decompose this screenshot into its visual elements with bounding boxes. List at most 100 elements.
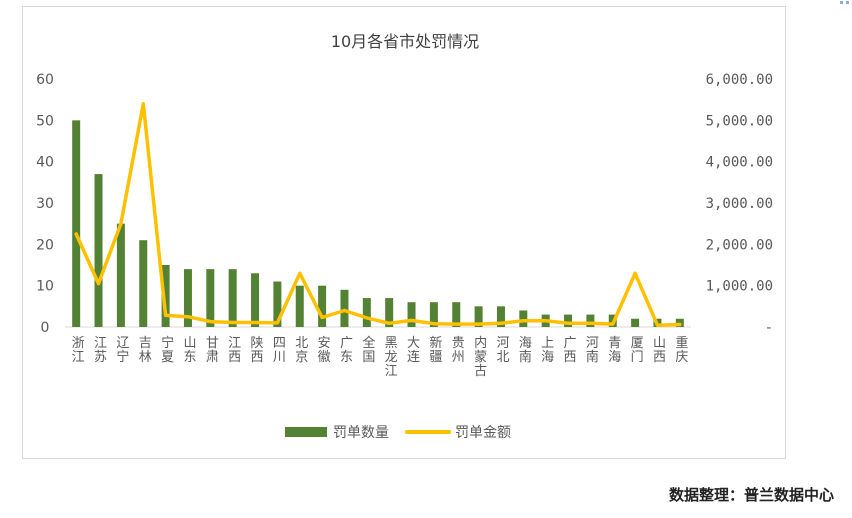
category-label: 浙江 <box>72 336 85 365</box>
line-point <box>74 232 78 236</box>
category-label: 内蒙古 <box>474 335 487 379</box>
category-label: 山西 <box>653 336 666 365</box>
bar <box>586 314 595 327</box>
category-label: 辽宁 <box>116 336 129 365</box>
category-label: 全国 <box>362 335 375 365</box>
right-tick-label: 1,000.00 <box>706 279 773 295</box>
bar <box>251 273 260 327</box>
bar <box>228 269 237 327</box>
line-path <box>74 102 682 328</box>
bar <box>318 285 327 327</box>
left-axis: 0 10 20 30 40 50 60 <box>36 72 54 336</box>
right-tick-label: 3,000.00 <box>706 196 773 212</box>
combo-chart: 10月各省市处罚情况 0 10 20 30 40 50 60 - 1,000.00 2,000.… <box>36 32 773 441</box>
line-series <box>74 102 682 328</box>
line-point <box>365 316 369 320</box>
bar <box>161 265 170 327</box>
legend: 罚单数量 罚单金额 <box>285 425 511 441</box>
bar <box>206 269 215 327</box>
line-point <box>678 323 682 327</box>
line-point <box>342 308 346 312</box>
category-label: 广西 <box>564 336 577 365</box>
right-tick-label: 4,000.00 <box>706 155 773 171</box>
category-label: 大连 <box>407 336 420 365</box>
line-point <box>275 321 279 325</box>
category-label: 江苏 <box>94 336 107 365</box>
category-label: 黑龙江 <box>385 336 398 379</box>
category-label: 上海 <box>541 336 554 365</box>
category-label: 海南 <box>519 336 532 365</box>
line-point <box>477 322 481 326</box>
line-point <box>432 322 436 326</box>
line-point <box>253 320 257 324</box>
line-point <box>410 318 414 322</box>
line-point <box>141 102 145 106</box>
bar <box>564 314 573 327</box>
category-label: 宁夏 <box>161 335 174 365</box>
category-label: 广东 <box>340 336 353 365</box>
category-label: 重庆 <box>675 335 688 365</box>
bar <box>474 306 483 327</box>
category-label: 北京 <box>295 336 308 365</box>
bar <box>139 240 148 327</box>
bar <box>362 298 371 327</box>
right-axis: - 1,000.00 2,000.00 3,000.00 4,000.00 5,000.0… <box>706 72 773 336</box>
line-point <box>208 320 212 324</box>
category-label: 山东 <box>183 336 196 365</box>
legend-label-bar: 罚单数量 <box>333 425 389 441</box>
line-point <box>566 321 570 325</box>
chart-title: 10月各省市处罚情况 <box>331 32 479 51</box>
left-tick-label: 0 <box>41 320 50 336</box>
line-point <box>633 271 637 275</box>
left-tick-label: 30 <box>36 196 54 212</box>
bar <box>407 302 416 327</box>
bar <box>340 289 349 327</box>
left-tick-label: 50 <box>36 113 54 129</box>
line-point <box>164 313 168 317</box>
bar <box>273 281 282 327</box>
corner-decoration <box>840 1 849 4</box>
source-note: 数据整理：普兰数据中心 <box>668 486 834 504</box>
bar <box>183 269 192 327</box>
line-point <box>544 319 548 323</box>
category-label: 安徽 <box>318 336 331 365</box>
bar <box>385 298 394 327</box>
category-label: 陕西 <box>251 336 264 365</box>
category-label: 河南 <box>586 336 599 365</box>
line-point <box>298 271 302 275</box>
line-point <box>231 320 235 324</box>
category-label: 青海 <box>608 336 621 365</box>
category-label: 厦门 <box>631 336 644 365</box>
bar <box>496 306 505 327</box>
legend-swatch-bar <box>285 427 327 437</box>
category-label: 河北 <box>496 336 509 365</box>
category-label: 甘肃 <box>206 336 219 365</box>
bar <box>631 318 640 327</box>
line-point <box>499 321 503 325</box>
line-point <box>454 322 458 326</box>
category-label: 四川 <box>273 336 286 365</box>
bar <box>94 174 103 327</box>
line-point <box>320 315 324 319</box>
bar <box>116 223 125 327</box>
left-tick-label: 40 <box>36 155 54 171</box>
line-point <box>186 315 190 319</box>
right-tick-label: 5,000.00 <box>706 113 773 129</box>
line-point <box>387 321 391 325</box>
left-tick-label: 60 <box>36 72 54 88</box>
line-point <box>119 222 123 226</box>
category-label: 吉林 <box>139 336 152 365</box>
category-label: 江西 <box>228 336 241 365</box>
category-labels: 浙江江苏辽宁吉林宁夏山东甘肃江西陕西四川北京安徽广东全国黑龙江大连新疆贵州内蒙古… <box>72 335 689 379</box>
left-tick-label: 10 <box>36 279 54 295</box>
right-tick-label: 6,000.00 <box>706 72 773 88</box>
bar <box>295 285 304 327</box>
right-tick-label: 2,000.00 <box>706 237 773 253</box>
left-tick-label: 20 <box>36 237 54 253</box>
category-label: 新疆 <box>429 335 442 365</box>
bar <box>72 120 81 327</box>
line-point <box>588 321 592 325</box>
legend-label-line: 罚单金额 <box>455 425 511 441</box>
right-tick-label: - <box>765 320 773 336</box>
bar <box>452 302 461 327</box>
